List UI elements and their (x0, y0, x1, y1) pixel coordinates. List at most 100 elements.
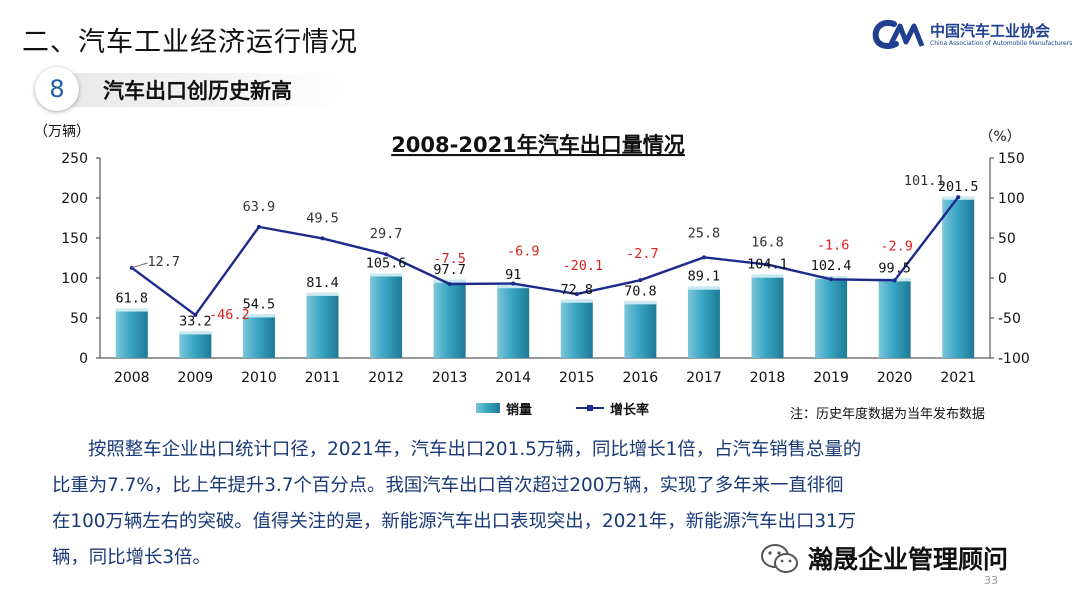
growth-value-label: 16.8 (751, 235, 784, 251)
x-tick-label: 2020 (877, 370, 913, 386)
badge-label: 汽车出口创历史新高 (103, 79, 292, 103)
growth-point (892, 278, 897, 283)
bar (370, 273, 403, 358)
section-title: 二、汽车工业经济运行情况 (22, 27, 358, 58)
left-tick-label: 250 (61, 151, 88, 167)
badge-bar (53, 73, 343, 107)
bar-top (433, 279, 466, 283)
bar-top (751, 274, 784, 278)
x-tick-label: 2015 (559, 370, 595, 386)
growth-value-label: -20.1 (562, 258, 603, 274)
x-tick-label: 2017 (686, 370, 722, 386)
bar-value-label: 70.8 (624, 283, 657, 299)
bar-top (497, 285, 530, 289)
right-tick-label: 150 (998, 151, 1025, 167)
growth-point (193, 312, 198, 317)
bar-value-label: 105.6 (366, 256, 407, 272)
growth-point (956, 195, 961, 200)
x-tick-label: 2019 (813, 370, 849, 386)
bar-value-label: 91 (505, 267, 521, 283)
bar (179, 331, 212, 358)
bar (560, 299, 593, 358)
bar-value-label: 97.7 (433, 262, 466, 278)
x-tick-label: 2012 (368, 370, 404, 386)
growth-value-label: 49.5 (306, 210, 339, 226)
chart-legend: 销量 增长率 (476, 402, 649, 418)
growth-point (256, 224, 261, 229)
wechat-watermark: 瀚晟企业管理顾问 (760, 540, 1050, 576)
bar-top (306, 292, 339, 296)
chart-title: 2008-2021年汽车出口量情况 (391, 133, 685, 157)
x-tick-label: 2008 (114, 370, 150, 386)
badge-number: 8 (35, 67, 79, 111)
x-tick-label: 2021 (940, 370, 976, 386)
chart-note: 注：历史年度数据为当年发布数据 (790, 406, 985, 422)
x-tick-label: 2016 (623, 370, 659, 386)
growth-value-label: -2.9 (880, 238, 913, 254)
label-leader (131, 262, 148, 269)
bar-top (242, 314, 275, 318)
bar (115, 308, 148, 358)
growth-point (765, 262, 770, 267)
growth-value-label: 63.9 (243, 199, 276, 215)
paragraph-line: 在100万辆左右的突破。值得关注的是，新能源汽车出口表现突出，2021年，新能源… (52, 511, 857, 532)
legend-line-label: 增长率 (610, 402, 649, 418)
bar-top (370, 273, 403, 277)
bar (687, 286, 720, 358)
growth-point (574, 292, 579, 297)
growth-value-label: 101.1 (904, 173, 945, 189)
bar-value-label: 61.8 (116, 291, 149, 307)
line-series (129, 195, 961, 317)
bar-value-label: 89.1 (688, 269, 721, 285)
right-tick-label: 0 (998, 271, 1007, 287)
bar-top (624, 301, 657, 305)
right-tick-label: 50 (998, 231, 1016, 247)
right-tick-label: -50 (998, 311, 1021, 327)
x-tick-label: 2009 (178, 370, 214, 386)
left-tick-label: 0 (79, 351, 88, 367)
left-tick-label: 150 (61, 231, 88, 247)
paragraph-line: 比重为7.7%，比上年提升3.7个百分点。我国汽车出口首次超过200万辆，实现了… (52, 475, 844, 496)
data-labels: 61.8 33.2 54.5 81.4 105.6 97.7 91 72.8 70.8 89.1 1… (116, 173, 979, 329)
paragraph-line: 按照整车企业出口统计口径，2021年，汽车出口201.5万辆，同比增长1倍，占汽… (88, 439, 862, 460)
bar-top (560, 299, 593, 303)
subsection-badge: 8 汽车出口创历史新高 (35, 67, 343, 111)
right-axis-unit: （%） (979, 129, 1020, 145)
right-tick-label: -100 (998, 351, 1030, 367)
legend-bar-swatch (476, 403, 500, 413)
legend-line-marker (587, 405, 593, 411)
x-tick-label: 2014 (495, 370, 531, 386)
growth-value-label: -2.7 (626, 246, 659, 262)
growth-line (131, 196, 960, 317)
caam-logo: 中国汽车工业协会 China Association of Automobile… (872, 18, 1072, 54)
bar (751, 274, 784, 358)
page-number: 33 (984, 574, 998, 587)
growth-point (447, 282, 452, 286)
bar-value-label: 201.5 (938, 179, 979, 195)
bar (624, 301, 657, 358)
bar-value-label: 102.4 (811, 258, 852, 274)
org-name-en: China Association of Automobile Manufact… (930, 40, 1073, 47)
bar-series (115, 196, 975, 358)
left-tick-label: 100 (61, 271, 88, 287)
summary-paragraph: 按照整车企业出口统计口径，2021年，汽车出口201.5万辆，同比增长1倍，占汽… (52, 432, 1042, 576)
growth-point (511, 281, 516, 286)
bar-value-label: 72.8 (561, 282, 594, 298)
x-tick-label: 2018 (750, 370, 786, 386)
bar (306, 292, 339, 358)
bar-value-label: 33.2 (179, 313, 212, 329)
bar (433, 279, 466, 358)
chart-axes: 0 50 100 150 200 250 -100 -50 0 50 100 150 2008 2009 2… (61, 151, 1030, 386)
growth-value-label: 29.7 (370, 226, 403, 242)
left-tick-label: 200 (61, 191, 88, 207)
export-chart: 2008-2021年汽车出口量情况 （万辆） （%） 0 50 100 150 200 2… (34, 124, 1030, 422)
growth-point (829, 277, 834, 282)
bar (815, 276, 848, 358)
bar-value-label: 104.1 (747, 257, 788, 273)
paragraph-line: 辆，同比增长3倍。 (52, 547, 211, 568)
growth-point (320, 236, 325, 241)
growth-point (701, 255, 706, 260)
growth-value-label: -1.6 (817, 237, 850, 253)
growth-point (638, 278, 643, 283)
wechat-icon (761, 544, 798, 573)
